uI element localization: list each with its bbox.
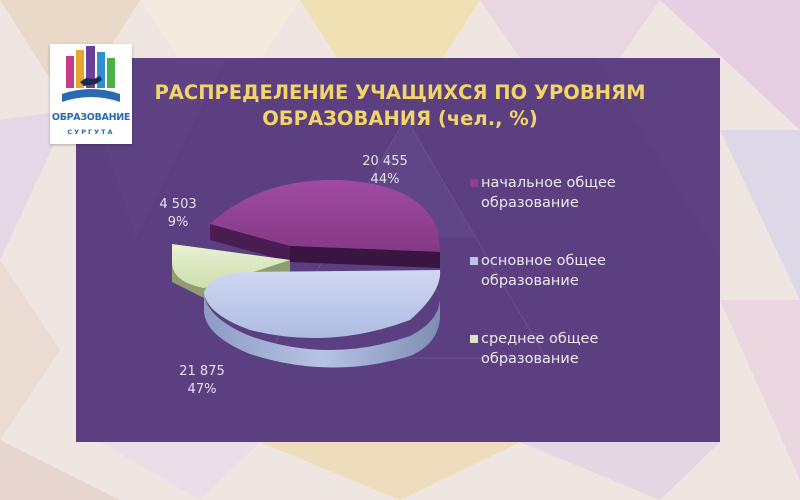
legend-label-initial-line-1: начальное общее <box>481 175 616 191</box>
legend-swatch-initial <box>470 179 478 187</box>
legend-label-basic: основное общее образование <box>481 251 661 291</box>
data-label-basic: 21 875 47% <box>162 363 242 399</box>
logo: ОБРАЗОВАНИЕ СУРГУТА <box>50 44 132 144</box>
logo-subtitle: СУРГУТА <box>67 128 115 136</box>
data-label-secondary: 4 503 9% <box>138 196 218 232</box>
data-label-initial-percent: 44% <box>370 172 400 187</box>
legend-label-secondary-line-2: образование <box>481 351 579 367</box>
data-label-secondary-percent: 9% <box>167 215 189 230</box>
legend-label-initial-line-2: образование <box>481 195 579 211</box>
pie-slice-secondary <box>172 244 290 298</box>
legend-label-basic-line-1: основное общее <box>481 253 606 269</box>
legend-item-initial: начальное общее образование <box>470 173 670 251</box>
data-label-secondary-value: 4 503 <box>159 197 197 212</box>
legend-swatch-basic <box>470 257 478 265</box>
data-label-initial: 20 455 44% <box>345 153 425 189</box>
legend-label-secondary-line-1: среднее общее <box>481 331 599 347</box>
legend-item-basic: основное общее образование <box>470 251 670 329</box>
logo-title: ОБРАЗОВАНИЕ <box>51 112 131 123</box>
legend-label-initial: начальное общее образование <box>481 173 661 213</box>
data-label-initial-value: 20 455 <box>362 154 408 169</box>
legend-label-secondary: среднее общее образование <box>481 329 661 369</box>
chart-title: РАСПРЕДЕЛЕНИЕ УЧАЩИХСЯ ПО УРОВНЯМ ОБРАЗО… <box>130 80 670 132</box>
legend-swatch-secondary <box>470 335 478 343</box>
data-label-basic-value: 21 875 <box>179 364 225 379</box>
data-label-basic-percent: 47% <box>187 382 217 397</box>
chart-title-line-1: РАСПРЕДЕЛЕНИЕ УЧАЩИХСЯ ПО УРОВНЯМ <box>154 81 646 104</box>
legend: начальное общее образование основное общ… <box>470 173 670 407</box>
chart-title-line-2: ОБРАЗОВАНИЯ (чел., %) <box>262 107 538 130</box>
pie-slice-basic <box>204 270 441 368</box>
city-skyline-and-book-icon <box>62 46 120 102</box>
pie-slice-initial <box>210 179 440 268</box>
legend-item-secondary: среднее общее образование <box>470 329 670 407</box>
legend-label-basic-line-2: образование <box>481 273 579 289</box>
